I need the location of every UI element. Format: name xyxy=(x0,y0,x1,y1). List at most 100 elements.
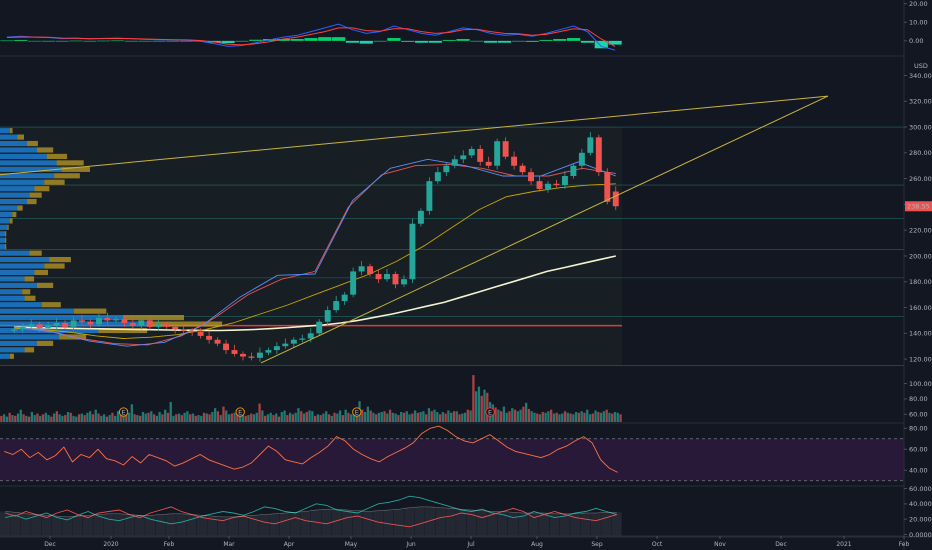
macd-histogram-bar xyxy=(594,40,608,49)
volume-profile-bar-up xyxy=(0,276,25,282)
earnings-marker[interactable] xyxy=(235,407,245,417)
price-scale[interactable]: 20.00 10.00 0.00 USD 340.00 320.00 300.00 280.0… xyxy=(903,0,932,550)
volume-bar xyxy=(214,408,217,422)
dmi-adx-bar xyxy=(103,513,114,536)
volume-bar xyxy=(561,413,564,422)
volume-bar xyxy=(116,411,120,422)
macd-histogram-bar xyxy=(83,40,97,42)
volume-bar xyxy=(100,415,103,422)
candle-body xyxy=(138,320,145,326)
volume-bar xyxy=(555,412,558,422)
candle-body xyxy=(206,335,213,340)
volume-bar xyxy=(611,413,614,422)
price-pane[interactable] xyxy=(0,95,904,366)
candle-body xyxy=(595,137,602,173)
volume-bar xyxy=(550,409,553,422)
volume-profile-bar-up xyxy=(0,179,45,185)
volume-bar xyxy=(355,414,358,422)
volume-bar xyxy=(313,415,317,422)
candle-body xyxy=(79,320,85,322)
volume-bar xyxy=(430,411,433,422)
candle-body xyxy=(502,141,509,157)
candle-body xyxy=(189,330,196,333)
candle-body xyxy=(350,271,357,295)
volume-bar xyxy=(408,414,411,422)
volume-bar xyxy=(200,415,203,422)
volume-bar xyxy=(69,412,72,422)
volume-bar xyxy=(147,412,150,422)
volume-bar xyxy=(94,409,97,422)
rsi-axis-tick-label: 60.00 xyxy=(909,446,928,454)
dmi-adx-bar xyxy=(186,514,197,536)
volume-profile-bar-up xyxy=(0,340,37,346)
macd-histogram-bar xyxy=(69,40,83,42)
macd-histogram-bar xyxy=(221,40,235,44)
rsi-axis-tick-label: 40.00 xyxy=(909,467,928,475)
volume-bar xyxy=(419,412,422,422)
earnings-marker[interactable] xyxy=(485,407,495,417)
dmi-adx-bar xyxy=(31,514,42,536)
volume-bar xyxy=(361,409,364,422)
volume-bar xyxy=(494,407,497,422)
volume-bar xyxy=(402,412,406,422)
volume-bar xyxy=(241,415,245,422)
currency-label: USD xyxy=(914,62,928,70)
volume-bar xyxy=(588,414,592,422)
time-scale[interactable]: Dec 2020 Feb Mar Apr May Jun Jul Aug Sep Oct Nov Dec… xyxy=(44,536,910,548)
price-axis-tick-label: 220.00 xyxy=(909,226,932,234)
volume-bar xyxy=(75,416,78,422)
dmi-adx-bar xyxy=(352,510,363,536)
volume-profile-bar-up xyxy=(0,224,8,230)
volume-bar xyxy=(574,412,578,422)
macd-histogram-bar xyxy=(442,39,456,41)
macd-histogram-bar xyxy=(456,39,470,41)
volume-bar xyxy=(239,414,242,422)
volume-bar xyxy=(375,414,378,422)
volume-profile-bar-down xyxy=(24,295,36,301)
volume-bar xyxy=(477,386,481,422)
pane-separators[interactable] xyxy=(0,55,932,538)
price-axis-tick-label: 160.00 xyxy=(909,304,932,312)
volume-bar xyxy=(41,414,45,422)
volume-bar xyxy=(155,415,158,422)
volume-bar xyxy=(344,409,347,422)
candle-body xyxy=(451,159,458,166)
rsi-line xyxy=(4,425,618,473)
macd-histogram-bar xyxy=(553,39,567,41)
volume-bar xyxy=(347,412,350,422)
dmi-adx-bar xyxy=(528,513,539,536)
last-price-label: 238.55 xyxy=(907,203,930,211)
volume-bar xyxy=(500,411,503,422)
volume-profile-bar-down xyxy=(44,179,65,185)
rsi-pane[interactable] xyxy=(0,425,904,482)
macd-histogram-bar xyxy=(124,40,138,42)
macd-pane[interactable] xyxy=(0,23,622,51)
earnings-marker[interactable] xyxy=(352,407,362,417)
volume-bar xyxy=(291,414,295,422)
volume-bar xyxy=(152,414,156,422)
volume-bar xyxy=(189,414,192,422)
earnings-marker[interactable] xyxy=(118,407,129,417)
candle-body xyxy=(307,333,314,339)
volume-bar xyxy=(308,410,311,422)
volume-bar xyxy=(39,415,42,422)
candle-body xyxy=(519,165,526,173)
volume-profile-bar-down xyxy=(56,160,84,166)
volume-bar xyxy=(202,412,206,422)
dmi-pane[interactable] xyxy=(0,495,622,536)
candle-body xyxy=(28,324,35,327)
volume-bar xyxy=(519,409,522,422)
candle-body xyxy=(163,324,170,327)
volume-bar xyxy=(319,415,322,422)
volume-bar xyxy=(33,415,36,422)
dmi-adx-bar xyxy=(10,512,21,536)
volume-bar xyxy=(205,413,208,422)
volume-bar xyxy=(569,413,572,422)
candle-body xyxy=(299,338,306,340)
macd-histogram-bar xyxy=(318,37,332,41)
volume-bar xyxy=(416,412,419,422)
dmi-axis-tick-label: 60.0000 xyxy=(909,485,932,493)
candle-body xyxy=(180,329,187,331)
